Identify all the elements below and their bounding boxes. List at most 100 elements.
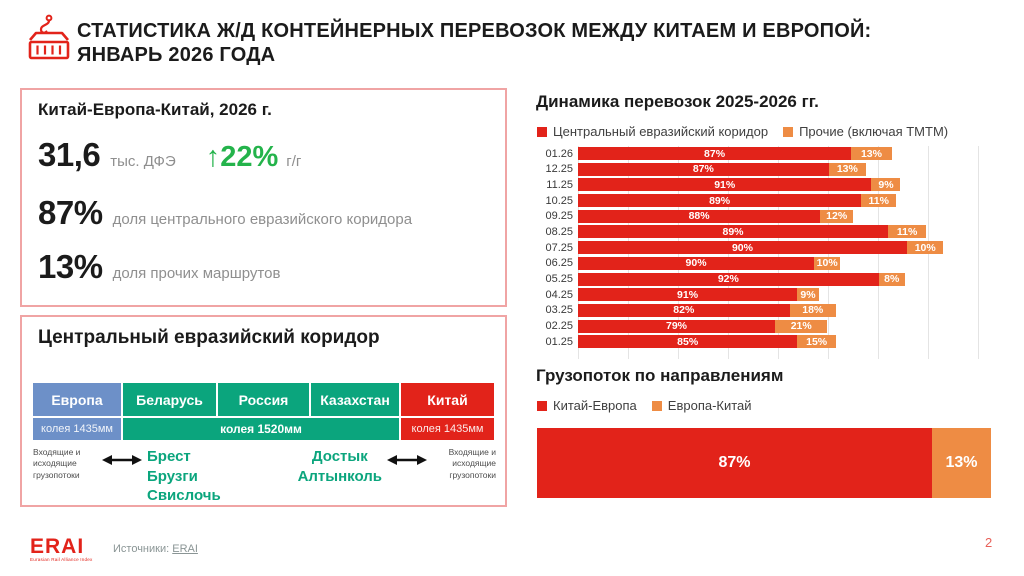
share-other-row: 13% доля прочих маршрутов — [38, 248, 280, 286]
directions-legend: Китай-Европа Европа-Китай — [537, 398, 752, 413]
dynamics-row-07.25: 07.25 90% 10% — [535, 241, 1008, 255]
dynamics-bar-area: 88% 12% — [578, 209, 1008, 223]
gridline — [978, 146, 979, 359]
bar-segment-other: 18% — [789, 303, 836, 317]
bar-segment-central: 92% — [578, 272, 879, 286]
dynamics-row-06.25: 06.25 90% 10% — [535, 256, 1008, 270]
bar-segment-central: 87% — [578, 162, 829, 176]
bar-segment-central: 90% — [578, 256, 815, 270]
legend-swatch-red — [537, 400, 547, 411]
dynamics-row-08.25: 08.25 89% 11% — [535, 225, 1008, 239]
gauge-1520: колея 1520мм — [123, 418, 399, 440]
up-arrow-icon: ↑ — [205, 141, 221, 173]
dynamics-bar-area: 82% 18% — [578, 303, 1008, 317]
bar-segment-central: 88% — [578, 209, 821, 223]
gauge-europe: колея 1435мм — [33, 418, 121, 440]
country-cell-2: Беларусь — [123, 383, 216, 416]
share-central-row: 87% доля центрального евразийского корид… — [38, 194, 412, 232]
station-name: Свислочь — [147, 487, 221, 504]
legend-item-other: Прочие (включая ТМТМ) — [783, 124, 948, 139]
legend-swatch-orange — [783, 126, 794, 137]
dynamics-bar-area: 89% 11% — [578, 225, 1008, 239]
double-arrow-icon-left — [101, 453, 143, 472]
directions-title: Грузопоток по направлениям — [536, 366, 784, 385]
bar-segment-central: 89% — [578, 225, 888, 239]
dynamics-bar-area: 90% 10% — [578, 256, 1008, 270]
dynamics-row-05.25: 05.25 92% 8% — [535, 272, 1008, 286]
dynamics-row-02.25: 02.25 79% 21% — [535, 319, 1008, 333]
legend-item-europe-china: Европа-Китай — [651, 398, 752, 413]
legend-swatch-red — [537, 126, 547, 137]
country-cell-5: Китай — [401, 383, 494, 416]
page-title-line2: ЯНВАРЬ 2026 ГОДА — [77, 44, 276, 67]
dynamics-row-label: 11.25 — [546, 178, 573, 191]
flows-right-label: Входящие и исходящие грузопотоки — [448, 447, 496, 480]
country-cell-3: Россия — [218, 383, 309, 416]
dynamics-bar-area: 87% 13% — [578, 147, 1008, 160]
bar-segment-central: 91% — [578, 178, 872, 192]
stations-left: Брест Брузги Свислочь — [147, 447, 221, 506]
bar-segment-other: 13% — [851, 147, 892, 160]
dynamics-row-label: 02.25 — [545, 320, 573, 333]
station-name: Достык — [311, 448, 368, 465]
flows-left-label: Входящие и исходящие грузопотоки — [33, 447, 81, 480]
dynamics-row-09.25: 09.25 88% 12% — [535, 209, 1008, 223]
dynamics-row-label: 01.25 — [545, 335, 573, 348]
bar-segment-central: 91% — [578, 288, 798, 302]
dynamics-row-label: 08.25 — [545, 225, 573, 238]
bar-segment-central: 85% — [578, 335, 798, 349]
sources-label: Источники: — [113, 543, 170, 555]
legend-label: Европа-Китай — [667, 398, 752, 413]
dynamics-row-label: 06.25 — [545, 257, 573, 270]
bar-segment-other: 11% — [861, 194, 897, 208]
dynamics-row-01.25: 01.25 85% 15% — [535, 335, 1008, 349]
dynamics-row-label: 01.26 — [545, 147, 573, 160]
bar-segment-other: 13% — [828, 162, 867, 176]
dynamics-row-label: 12.25 — [545, 163, 573, 176]
dynamics-row-03.25: 03.25 82% 18% — [535, 303, 1008, 317]
summary-title: Китай-Европа-Китай, 2026 г. — [38, 100, 272, 119]
dynamics-row-11.25: 11.25 91% 9% — [535, 178, 1008, 192]
dynamics-row-label: 09.25 — [545, 210, 573, 223]
bar-segment-other: 8% — [878, 272, 905, 286]
dynamics-row-label: 03.25 — [545, 304, 573, 317]
dynamics-row-10.25: 10.25 89% 11% — [535, 194, 1008, 208]
sources-link[interactable]: ERAI — [172, 543, 198, 555]
page-number: 2 — [985, 535, 993, 550]
legend-label: Центральный евразийский коридор — [553, 124, 769, 139]
dynamics-row-label: 10.25 — [545, 194, 573, 207]
directions-bar-china-europe: 87% — [537, 428, 932, 498]
directions-bar-europe-china: 13% — [931, 428, 991, 498]
corridor-title: Центральный евразийский коридор — [38, 327, 380, 348]
sources-line: Источники: ERAI — [113, 543, 198, 555]
bar-segment-central: 89% — [578, 194, 862, 208]
volume-unit: тыс. ДФЭ — [110, 153, 176, 170]
growth-value: ↑22% — [205, 141, 279, 173]
bar-segment-other: 10% — [906, 241, 944, 255]
bar-segment-central: 87% — [578, 147, 852, 160]
volume-row: 31,6 тыс. ДФЭ ↑22% г/г — [38, 136, 301, 174]
dynamics-bar-area: 91% 9% — [578, 288, 1008, 302]
legend-label: Китай-Европа — [553, 398, 637, 413]
bar-segment-other: 10% — [814, 256, 841, 270]
share-central-value: 87% — [38, 194, 103, 231]
bar-segment-other: 9% — [871, 178, 901, 192]
dynamics-bar-area: 92% 8% — [578, 272, 1008, 286]
corridor-panel: Центральный евразийский коридор Европа Бе… — [20, 315, 507, 507]
dynamics-title: Динамика перевозок 2025-2026 гг. — [536, 92, 819, 111]
bar-segment-other: 21% — [775, 319, 828, 333]
legend-item-central: Центральный евразийский коридор — [537, 124, 768, 139]
double-arrow-icon-right — [386, 453, 428, 472]
dynamics-bar-area: 90% 10% — [578, 241, 1008, 255]
gauge-china: колея 1435мм — [401, 418, 494, 440]
bar-segment-other: 11% — [887, 225, 927, 239]
stations-right: Достык Алтынколь — [298, 447, 382, 486]
dynamics-row-04.25: 04.25 91% 9% — [535, 288, 1008, 302]
container-crane-icon — [26, 13, 70, 66]
station-name: Брест — [147, 448, 191, 465]
bar-segment-central: 90% — [578, 241, 907, 255]
dynamics-row-label: 07.25 — [545, 241, 573, 254]
dynamics-row-12.25: 12.25 87% 13% — [535, 162, 1008, 176]
dynamics-row-label: 04.25 — [545, 288, 573, 301]
